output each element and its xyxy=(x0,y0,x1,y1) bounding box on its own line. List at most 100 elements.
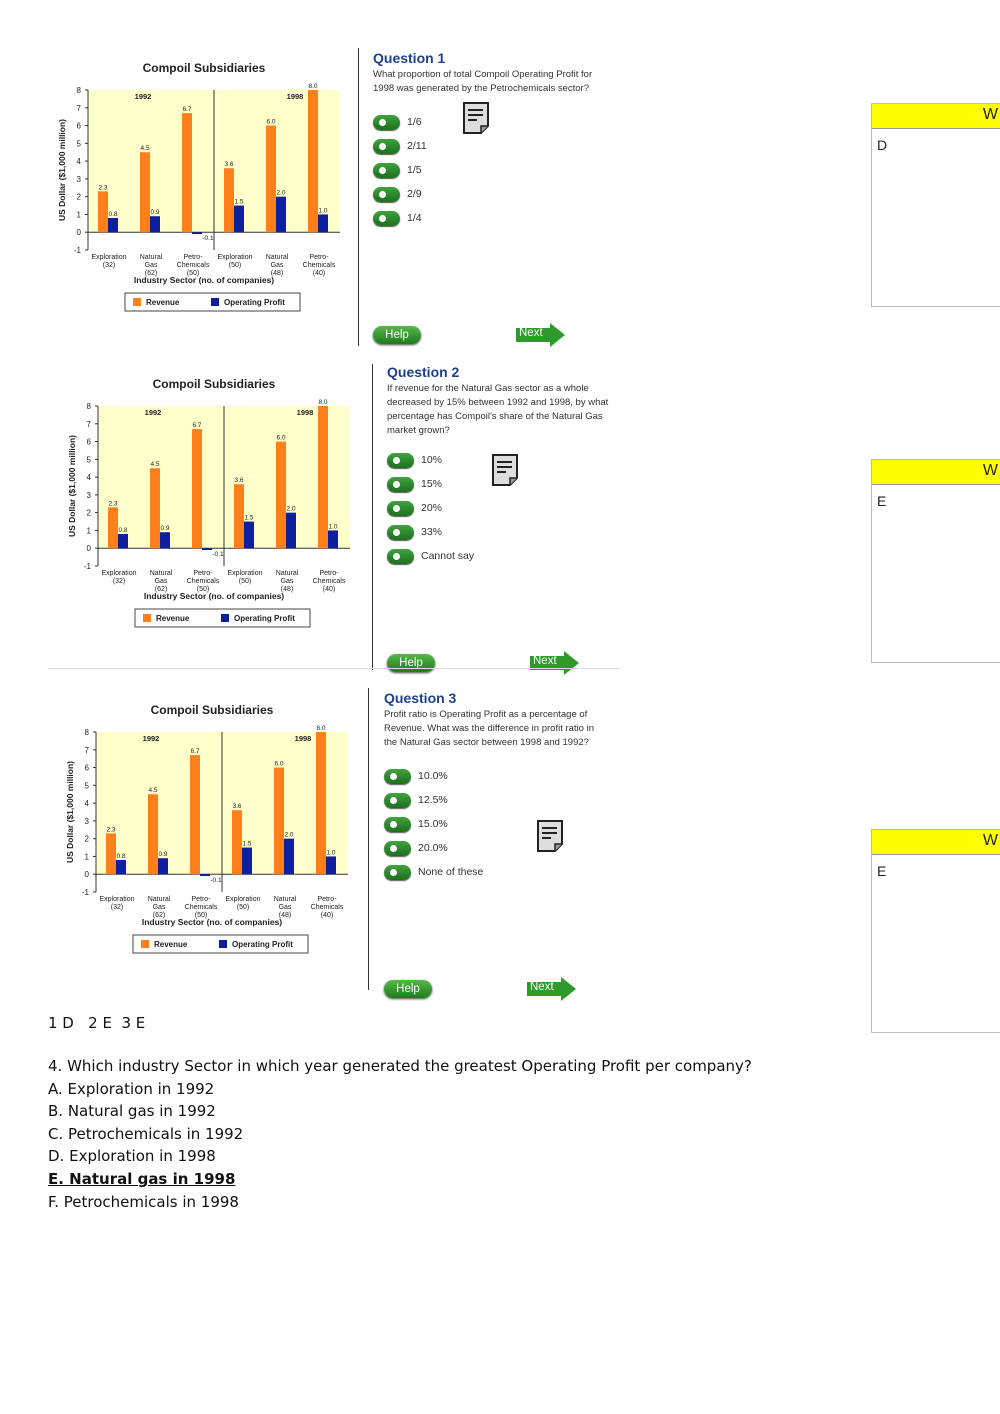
answer-box-header: W xyxy=(872,104,1000,129)
answer-option[interactable]: 1/4 xyxy=(373,206,613,230)
panel-separator xyxy=(48,668,620,669)
category-label: (48) xyxy=(271,270,283,277)
option-label: 2/11 xyxy=(407,140,427,152)
answer-option[interactable]: 10% xyxy=(387,448,627,472)
legend-label: Operating Profit xyxy=(234,614,295,623)
y-tick-label: 4 xyxy=(87,473,92,482)
answer-option[interactable]: 33% xyxy=(387,520,627,544)
answer-box-3: W E xyxy=(871,829,1000,1033)
radio-button[interactable] xyxy=(373,210,400,226)
legend-label: Revenue xyxy=(146,298,180,307)
help-button[interactable]: Help xyxy=(384,980,432,998)
question-pane: Question 1 What proportion of total Compo… xyxy=(373,50,613,347)
answer-option[interactable]: 12.5% xyxy=(384,788,624,812)
bar-value-label: 1.0 xyxy=(326,849,335,856)
question-pane: Question 3 Profit ratio is Operating Prof… xyxy=(384,690,624,1001)
revenue-bar xyxy=(224,168,234,233)
x-axis-label: Industry Sector (no. of companies) xyxy=(134,275,274,285)
operating-profit-bar xyxy=(200,874,210,876)
radio-button[interactable] xyxy=(373,186,400,202)
help-button[interactable]: Help xyxy=(387,654,435,672)
option-label: 1/5 xyxy=(407,164,422,176)
y-tick-label: -1 xyxy=(74,246,82,255)
answer-option[interactable]: 2/9 xyxy=(373,182,613,206)
chart-svg: Compoil Subsidiaries -1 0 1 2 3 4 5 6 7 8 US Dollar… xyxy=(67,377,350,628)
operating-profit-bar xyxy=(118,534,128,549)
next-button-label: Next xyxy=(519,327,543,339)
radio-button[interactable] xyxy=(373,162,400,178)
radio-button[interactable] xyxy=(384,792,411,808)
answer-box-2: W E xyxy=(871,459,1000,663)
notes-icon[interactable] xyxy=(537,820,563,852)
bar-value-label: 1.0 xyxy=(318,207,327,214)
y-tick-label: 7 xyxy=(85,746,90,755)
chart-title: Compoil Subsidiaries xyxy=(151,703,274,717)
radio-button[interactable] xyxy=(387,548,414,564)
radio-button[interactable] xyxy=(384,768,411,784)
category-label: Petro- xyxy=(309,254,329,261)
operating-profit-bar xyxy=(202,548,212,550)
answer-option[interactable]: 15.0% xyxy=(384,812,624,836)
answer-option[interactable]: 1/6 xyxy=(373,110,613,134)
question-text-line: If revenue for the Natural Gas sector as… xyxy=(387,383,589,394)
legend-label: Revenue xyxy=(154,940,188,949)
radio-button[interactable] xyxy=(373,138,400,154)
legend-swatch xyxy=(143,614,151,622)
bar-value-label: 2.3 xyxy=(106,826,115,833)
legend-swatch xyxy=(133,298,141,306)
bar-value-label: 8.0 xyxy=(308,83,317,90)
question-4-prompt: 4. Which industry Sector in which year g… xyxy=(48,1057,752,1075)
category-label: Chemicals xyxy=(185,904,218,911)
revenue-bar xyxy=(192,429,202,549)
x-axis-label: Industry Sector (no. of companies) xyxy=(142,917,282,927)
legend-label: Operating Profit xyxy=(232,940,293,949)
compoil-chart: Compoil Subsidiaries -1 0 1 2 3 4 5 6 7 8 US Dollar… xyxy=(58,356,358,666)
next-button[interactable]: Next xyxy=(527,977,576,1001)
radio-button[interactable] xyxy=(373,114,400,130)
bar-value-label: 1.0 xyxy=(328,523,337,530)
radio-button[interactable] xyxy=(387,476,414,492)
answer-option[interactable]: 15% xyxy=(387,472,627,496)
y-tick-label: 7 xyxy=(77,104,82,113)
help-button[interactable]: Help xyxy=(373,326,421,344)
category-label: Gas xyxy=(155,578,168,585)
bar-value-label: -0.1 xyxy=(210,877,222,884)
y-tick-label: 1 xyxy=(85,852,90,861)
bar-value-label: 3.6 xyxy=(224,161,233,168)
category-label: Chemicals xyxy=(187,578,220,585)
radio-button[interactable] xyxy=(387,452,414,468)
answer-option[interactable]: 20% xyxy=(387,496,627,520)
bar-value-label: 2.0 xyxy=(276,190,285,197)
radio-button[interactable] xyxy=(384,840,411,856)
option-label: 1/4 xyxy=(407,212,422,224)
category-label: Exploration xyxy=(99,896,134,903)
answer-option[interactable]: 20.0% xyxy=(384,836,624,860)
revenue-bar xyxy=(308,90,318,233)
compoil-chart: Compoil Subsidiaries -1 0 1 2 3 4 5 6 7 8 US Dollar… xyxy=(48,40,348,350)
answer-option[interactable]: None of these xyxy=(384,860,624,884)
next-button[interactable]: Next xyxy=(516,323,565,347)
option-label: 33% xyxy=(421,526,443,538)
category-label: Gas xyxy=(153,904,166,911)
radio-button[interactable] xyxy=(387,500,414,516)
category-label: Natural xyxy=(274,896,297,903)
answer-option[interactable]: 1/5 xyxy=(373,158,613,182)
answer-option[interactable]: 10.0% xyxy=(384,764,624,788)
bar-value-label: 4.5 xyxy=(140,145,149,152)
radio-button[interactable] xyxy=(384,816,411,832)
category-label: (50) xyxy=(187,270,199,277)
answer-option[interactable]: Cannot say xyxy=(387,544,627,568)
answer-box-1: W D xyxy=(871,103,1000,307)
question-panel-3: Compoil Subsidiaries -1 0 1 2 3 4 5 6 7 8 US Dollar… xyxy=(48,682,628,1001)
operating-profit-bar xyxy=(116,860,126,875)
answer-option[interactable]: 2/11 xyxy=(373,134,613,158)
notes-icon[interactable] xyxy=(492,454,518,486)
next-button[interactable]: Next xyxy=(530,651,579,675)
option-label: None of these xyxy=(418,866,484,878)
notes-icon[interactable] xyxy=(463,102,489,134)
revenue-bar xyxy=(150,468,160,549)
bar-value-label: 6.0 xyxy=(266,119,275,126)
radio-button[interactable] xyxy=(384,864,411,880)
radio-button[interactable] xyxy=(387,524,414,540)
option-label: 12.5% xyxy=(418,794,448,806)
